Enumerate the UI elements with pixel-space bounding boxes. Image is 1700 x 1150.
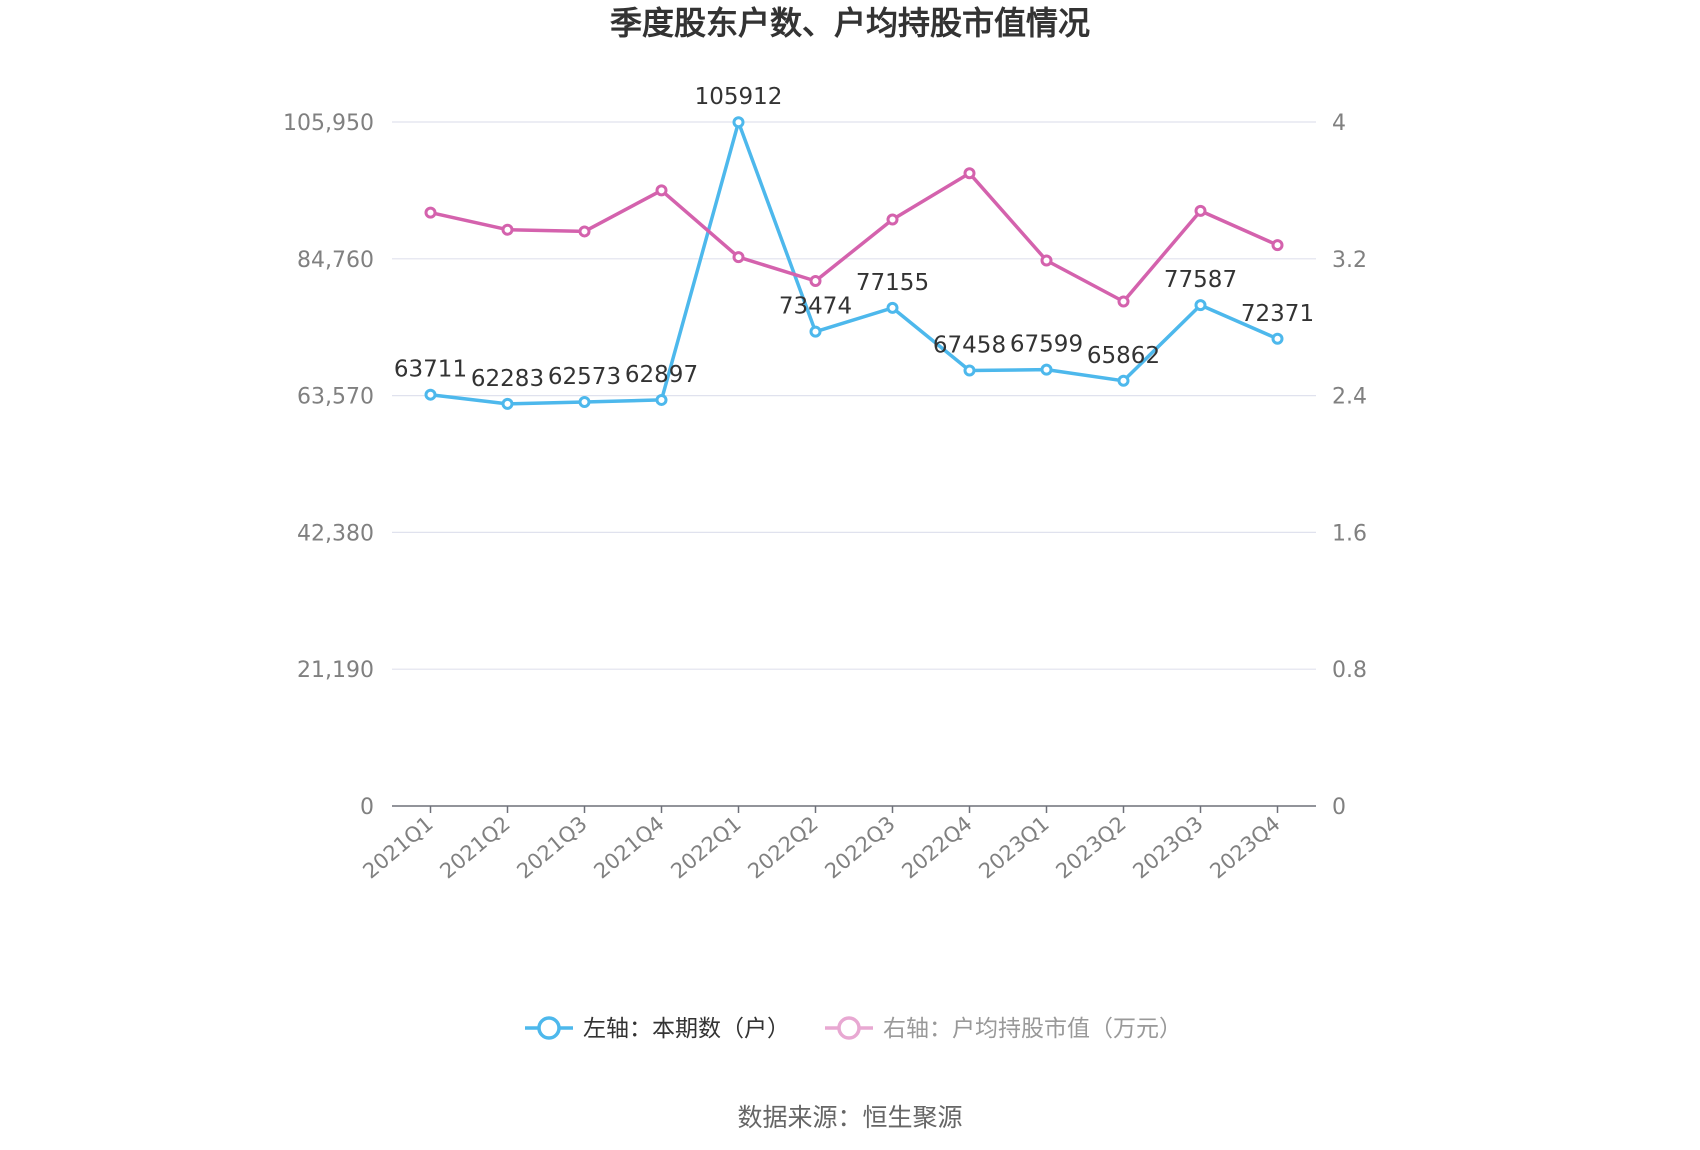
left-axis-ticks: 0 21,190 42,380 63,570 84,760 105,950 [283, 111, 374, 820]
series-1-point [1271, 239, 1284, 252]
x-tick-label: 2021Q3 [512, 811, 591, 883]
series-0-point [1117, 374, 1130, 387]
data-label: 62573 [548, 364, 621, 390]
legend-marker [837, 1016, 861, 1040]
series-1-point [501, 223, 514, 236]
x-tick-label: 2021Q4 [589, 811, 668, 883]
right-tick-label: 0 [1332, 795, 1346, 820]
series-0-point [886, 301, 899, 314]
right-tick-label: 2.4 [1332, 385, 1367, 410]
series-1-point [963, 167, 976, 180]
x-tick-label: 2021Q1 [358, 811, 437, 883]
data-label: 77155 [856, 270, 929, 296]
x-tick-label: 2023Q3 [1128, 811, 1207, 883]
left-tick-label: 0 [360, 795, 374, 820]
data-label: 72371 [1241, 301, 1314, 327]
x-tick-label: 2022Q2 [743, 811, 822, 883]
right-tick-label: 0.8 [1332, 658, 1367, 683]
series-0-point [1040, 363, 1053, 376]
right-axis-ticks: 0 0.8 1.6 2.4 3.2 4 [1332, 111, 1367, 820]
series-0-point [424, 388, 437, 401]
legend-item-1[interactable]: 右轴：户均持股市值（万元） [825, 1016, 1182, 1042]
data-label: 67599 [1010, 332, 1083, 358]
series-0-point [1271, 332, 1284, 345]
x-tick-label: 2023Q4 [1205, 811, 1284, 883]
series-0-point [809, 325, 822, 338]
series-1-point [1040, 254, 1053, 267]
series-1-point [1194, 204, 1207, 217]
x-tick-label: 2022Q4 [897, 811, 976, 883]
legend-item-0[interactable]: 左轴：本期数（户） [525, 1016, 790, 1042]
legend: 左轴：本期数（户） 右轴：户均持股市值（万元） [525, 1016, 1182, 1042]
series-0-point [732, 116, 745, 129]
series-1-point [732, 251, 745, 264]
x-axis: 2021Q12021Q22021Q32021Q42022Q12022Q22022… [358, 805, 1316, 883]
data-label: 67458 [933, 332, 1006, 358]
series-0-point [963, 364, 976, 377]
data-label: 73474 [779, 294, 852, 320]
series-line-1 [430, 171, 1279, 304]
x-tick-label: 2022Q3 [820, 811, 899, 883]
x-tick-label: 2023Q1 [974, 811, 1053, 883]
left-tick-label: 21,190 [297, 658, 374, 683]
left-tick-label: 105,950 [283, 111, 374, 136]
data-label: 65862 [1087, 343, 1160, 369]
left-tick-label: 63,570 [297, 385, 374, 410]
x-tick-label: 2023Q2 [1051, 811, 1130, 883]
series-0-point [501, 397, 514, 410]
x-tick-label: 2022Q1 [666, 811, 745, 883]
series-0-point [1194, 299, 1207, 312]
series-0-point [655, 393, 668, 406]
series-1-point [1117, 295, 1130, 308]
series-1-point [424, 206, 437, 219]
data-label: 77587 [1164, 267, 1237, 293]
left-tick-label: 84,760 [297, 248, 374, 273]
chart-title: 季度股东户数、户均持股市值情况 [610, 4, 1090, 42]
left-tick-label: 42,380 [297, 521, 374, 546]
data-label: 105912 [695, 84, 783, 110]
series-1-point [578, 225, 591, 238]
series-1-point [655, 184, 668, 197]
series-1-point [886, 213, 899, 226]
right-tick-label: 4 [1332, 111, 1346, 136]
series-layer [424, 116, 1284, 410]
data-label: 62283 [471, 366, 544, 392]
legend-marker [537, 1016, 561, 1040]
series-0-point [578, 396, 591, 409]
series-line-0 [430, 120, 1279, 406]
legend-label: 右轴：户均持股市值（万元） [883, 1016, 1182, 1042]
legend-label: 左轴：本期数（户） [583, 1016, 790, 1042]
series-1-point [809, 275, 822, 288]
grid-lines [392, 121, 1316, 670]
x-tick-label: 2021Q2 [435, 811, 514, 883]
data-label: 63711 [394, 357, 467, 383]
data-label: 62897 [625, 362, 698, 388]
right-tick-label: 3.2 [1332, 248, 1367, 273]
source-note: 数据来源：恒生聚源 [737, 1103, 962, 1132]
right-tick-label: 1.6 [1332, 521, 1367, 546]
